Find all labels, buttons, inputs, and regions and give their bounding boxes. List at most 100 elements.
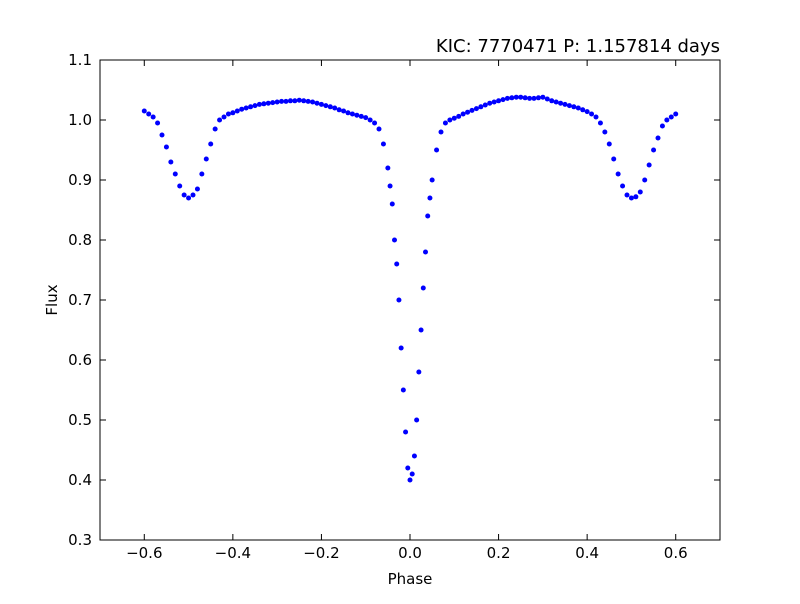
- data-point: [186, 195, 192, 201]
- data-point: [256, 101, 262, 107]
- data-point: [239, 106, 245, 112]
- data-point: [212, 126, 218, 132]
- data-point: [314, 100, 320, 106]
- y-tick-label: 0.6: [68, 351, 92, 369]
- data-point: [478, 104, 484, 110]
- data-point: [217, 117, 223, 123]
- data-point: [163, 144, 169, 150]
- data-point: [411, 453, 417, 459]
- y-axis-label: Flux: [43, 284, 61, 315]
- data-point: [305, 98, 311, 104]
- chart-title: KIC: 7770471 P: 1.157814 days: [436, 36, 720, 57]
- data-point: [270, 100, 276, 106]
- data-point: [425, 213, 431, 219]
- y-tick-label: 0.3: [68, 531, 92, 549]
- data-point: [318, 101, 324, 107]
- data-point: [327, 104, 333, 110]
- data-point: [540, 94, 546, 100]
- data-point: [416, 369, 422, 375]
- data-point: [261, 101, 267, 107]
- data-point: [527, 95, 533, 101]
- data-point: [194, 186, 200, 192]
- data-point: [234, 108, 240, 114]
- data-point: [248, 104, 254, 110]
- x-tick-label: −0.6: [126, 544, 162, 562]
- data-point: [668, 114, 674, 120]
- data-point: [230, 110, 236, 116]
- data-point: [150, 114, 156, 120]
- y-tick-label: 1.1: [68, 51, 92, 69]
- data-point: [407, 477, 413, 483]
- data-point: [376, 126, 382, 132]
- data-point: [624, 192, 630, 198]
- data-point: [642, 177, 648, 183]
- data-point: [221, 114, 227, 120]
- data-point: [628, 195, 634, 201]
- data-point: [172, 171, 178, 177]
- y-tick-label: 0.4: [68, 471, 92, 489]
- data-point: [522, 95, 528, 101]
- data-point: [549, 98, 555, 104]
- data-point: [593, 114, 599, 120]
- data-point: [358, 113, 364, 119]
- data-point: [427, 195, 433, 201]
- data-point: [332, 105, 338, 111]
- data-point: [447, 117, 453, 123]
- data-point: [500, 97, 506, 103]
- y-tick-label: 0.5: [68, 411, 92, 429]
- data-point: [354, 112, 360, 118]
- data-point: [553, 99, 559, 105]
- data-point: [496, 98, 502, 104]
- data-point: [287, 98, 293, 104]
- data-point: [296, 97, 302, 103]
- y-tick-label: 0.8: [68, 231, 92, 249]
- data-point: [190, 192, 196, 198]
- data-point: [664, 117, 670, 123]
- data-point: [168, 159, 174, 165]
- data-point: [673, 111, 679, 117]
- data-point: [265, 100, 271, 106]
- data-point: [491, 99, 497, 105]
- data-point: [380, 141, 386, 147]
- data-point: [274, 99, 280, 105]
- data-point: [208, 141, 214, 147]
- x-axis-label: Phase: [388, 570, 433, 588]
- data-point: [562, 101, 568, 107]
- data-point: [513, 94, 519, 100]
- data-point: [651, 147, 657, 153]
- data-point: [279, 98, 285, 104]
- data-point: [615, 171, 621, 177]
- data-point: [584, 109, 590, 115]
- data-point: [544, 96, 550, 102]
- data-point: [301, 98, 307, 104]
- data-point: [460, 111, 466, 117]
- data-point: [385, 165, 391, 171]
- data-point: [400, 387, 406, 393]
- data-point: [252, 103, 258, 109]
- data-point: [341, 108, 347, 114]
- data-point: [420, 285, 426, 291]
- data-point: [482, 102, 488, 108]
- data-point: [659, 123, 665, 129]
- data-point: [535, 95, 541, 101]
- data-point: [602, 129, 608, 135]
- y-tick-label: 0.7: [68, 291, 92, 309]
- data-point: [414, 417, 420, 423]
- data-point: [323, 103, 329, 109]
- data-point: [283, 98, 289, 104]
- data-point: [155, 120, 161, 126]
- plot-frame: [99, 59, 721, 541]
- data-point: [611, 156, 617, 162]
- x-tick-label: −0.4: [215, 544, 251, 562]
- data-point: [518, 94, 524, 100]
- data-point: [394, 261, 400, 267]
- data-point: [606, 141, 612, 147]
- data-point: [655, 135, 661, 141]
- data-point: [509, 95, 515, 101]
- data-point: [345, 110, 351, 116]
- data-point: [597, 120, 603, 126]
- data-point: [571, 104, 577, 110]
- data-point: [504, 95, 510, 101]
- data-point: [620, 183, 626, 189]
